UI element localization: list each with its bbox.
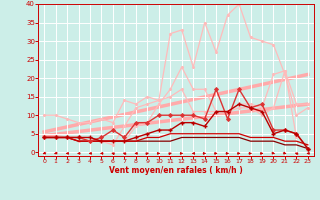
X-axis label: Vent moyen/en rafales ( km/h ): Vent moyen/en rafales ( km/h ) bbox=[109, 166, 243, 175]
